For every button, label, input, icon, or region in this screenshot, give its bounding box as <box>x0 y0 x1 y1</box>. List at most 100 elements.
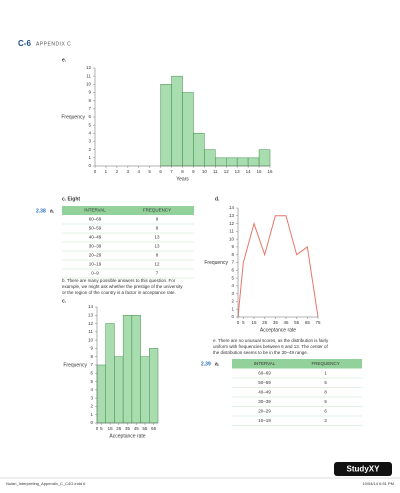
y-tick-label: 8 <box>90 354 93 359</box>
y-tick-label: 12 <box>86 65 92 70</box>
y-tick-label: 9 <box>231 244 234 249</box>
table-cell: 6 <box>324 408 327 413</box>
x-tick-label: 16 <box>267 169 273 174</box>
item-label: a. <box>50 208 55 214</box>
table-cell: 30–39 <box>258 399 271 404</box>
y-tick-label: 12 <box>88 321 94 326</box>
y-tick-label: 6 <box>88 114 91 119</box>
footer-file: Nolan_Interpreting_Appendix_C_C4G.indd 6 <box>6 481 86 486</box>
x-tick-label: 15 <box>108 426 114 431</box>
x-tick-label: 3 <box>127 169 130 174</box>
x-tick-label: 6 <box>159 169 162 174</box>
table-cell: 50–59 <box>89 226 102 231</box>
y-axis-label: Frequency <box>61 114 85 120</box>
table-cell: 1 <box>324 370 327 375</box>
bar <box>171 75 183 167</box>
bar <box>204 149 216 167</box>
x-tick-label: 65 <box>305 320 311 325</box>
y-tick-label: 7 <box>88 106 91 111</box>
bar <box>215 157 227 167</box>
y-tick-label: 4 <box>231 283 234 288</box>
x-tick-label: 8 <box>181 169 184 174</box>
y-tick-label: 8 <box>88 98 91 103</box>
x-tick-label: 2 <box>116 169 119 174</box>
paragraph-line: b. There are many possible answers to th… <box>62 278 176 283</box>
table-cell: 50–59 <box>258 380 271 385</box>
x-tick-label: 0 <box>96 426 99 431</box>
table-cell: 2 <box>324 418 327 423</box>
paragraph-line: example, we might ask whether the presti… <box>62 284 183 289</box>
frequency-polygon <box>237 215 319 318</box>
item-label: c. Eight <box>62 196 80 202</box>
bar <box>193 133 205 167</box>
x-tick-label: 45 <box>283 320 289 325</box>
x-tick-label: 10 <box>202 169 208 174</box>
y-tick-label: 7 <box>90 362 93 367</box>
x-tick-label: 35 <box>273 320 279 325</box>
y-tick-label: 2 <box>90 404 93 409</box>
x-tick-label: 45 <box>134 426 140 431</box>
y-tick-label: 11 <box>86 73 91 78</box>
x-tick-label: 65 <box>151 426 157 431</box>
x-tick-label: 11 <box>213 169 218 174</box>
y-tick-label: 0 <box>231 314 234 319</box>
bar <box>247 157 260 167</box>
table-cell: 30–39 <box>89 244 102 249</box>
brand-badge <box>334 462 392 476</box>
table-cell: 13 <box>155 235 161 240</box>
y-tick-label: 10 <box>86 82 92 87</box>
table-cell: 8 <box>324 389 327 394</box>
bar <box>122 315 133 424</box>
x-tick-label: 15 <box>257 169 263 174</box>
bar <box>236 157 249 167</box>
bar <box>149 348 159 424</box>
bar <box>160 84 172 167</box>
column-header: FREQUENCY <box>311 361 339 366</box>
brand: StudyXY <box>347 465 381 474</box>
y-tick-label: 13 <box>229 213 235 218</box>
x-tick-label: 0 <box>94 169 97 174</box>
y-tick-label: 6 <box>90 370 93 375</box>
paragraph-line: the distribution seems to be in the 30–4… <box>213 350 308 355</box>
table-cell: 20–29 <box>258 408 271 413</box>
y-tick-label: 3 <box>88 139 91 144</box>
bar <box>131 315 141 424</box>
page-number: C-6 <box>18 39 31 48</box>
y-tick-label: 4 <box>90 387 93 392</box>
y-tick-label: 6 <box>231 267 234 272</box>
bar <box>182 92 194 167</box>
x-tick-label: 9 <box>192 169 195 174</box>
x-tick-label: 7 <box>170 169 173 174</box>
x-tick-label: 25 <box>116 426 122 431</box>
y-tick-label: 2 <box>88 147 91 152</box>
table-cell: 9 <box>156 217 159 222</box>
table-cell: 5 <box>324 380 327 385</box>
exercise-number: 2.38 <box>36 208 46 214</box>
x-tick-label: 15 <box>251 320 257 325</box>
y-tick-label: 9 <box>88 90 91 95</box>
table-cell: 8 <box>156 253 159 258</box>
y-tick-label: 10 <box>229 236 235 241</box>
table-cell: 7 <box>156 271 159 276</box>
y-tick-label: 0 <box>88 163 91 168</box>
y-tick-label: 1 <box>231 306 234 311</box>
y-tick-label: 5 <box>88 122 91 127</box>
table-cell: 60–69 <box>89 217 102 222</box>
y-axis-label: Frequency <box>204 260 228 266</box>
table-cell: 0–9 <box>91 271 99 276</box>
bar <box>105 323 115 424</box>
y-tick-label: 13 <box>88 312 94 317</box>
item-label: e. <box>62 57 67 63</box>
x-tick-label: 13 <box>235 169 241 174</box>
x-tick-label: 0 <box>237 320 240 325</box>
item-label: c. <box>62 298 67 304</box>
bar <box>140 356 150 424</box>
y-tick-label: 9 <box>90 346 93 351</box>
x-axis-label: Acceptance rate <box>109 433 145 439</box>
x-tick-label: 4 <box>137 169 140 174</box>
y-tick-label: 14 <box>88 304 94 309</box>
y-tick-label: 5 <box>231 275 234 280</box>
y-tick-label: 3 <box>231 291 234 296</box>
x-axis-label: Acceptance rate <box>260 327 296 333</box>
